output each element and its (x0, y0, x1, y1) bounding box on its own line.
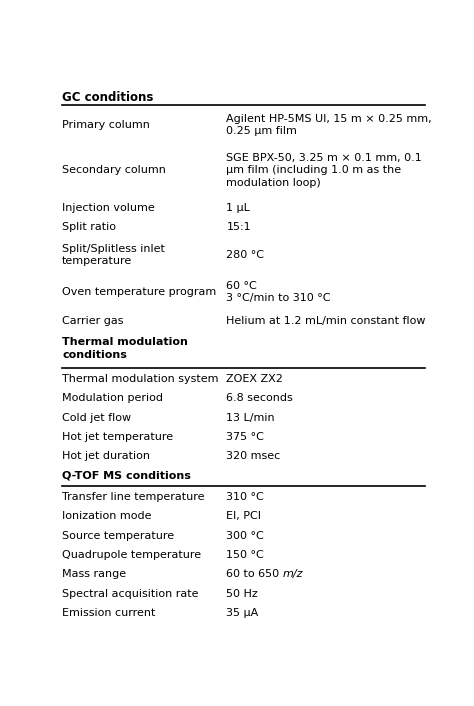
Text: Oven temperature program: Oven temperature program (62, 287, 217, 297)
Text: Ionization mode: Ionization mode (62, 511, 152, 521)
Text: Source temperature: Source temperature (62, 531, 174, 541)
Text: Emission current: Emission current (62, 608, 155, 618)
Text: Agilent HP-5MS UI, 15 m × 0.25 mm,
0.25 μm film: Agilent HP-5MS UI, 15 m × 0.25 mm, 0.25 … (227, 114, 432, 136)
Text: Hot jet temperature: Hot jet temperature (62, 432, 173, 442)
Text: 1 μL: 1 μL (227, 203, 250, 213)
Text: Quadrupole temperature: Quadrupole temperature (62, 550, 201, 560)
Text: Hot jet duration: Hot jet duration (62, 451, 150, 461)
Text: 60 to 650: 60 to 650 (227, 569, 283, 579)
Text: 60 °C
3 °C/min to 310 °C: 60 °C 3 °C/min to 310 °C (227, 281, 331, 304)
Text: 35 μA: 35 μA (227, 608, 259, 618)
Text: 310 °C: 310 °C (227, 492, 264, 502)
Text: Injection volume: Injection volume (62, 203, 155, 213)
Text: Transfer line temperature: Transfer line temperature (62, 492, 205, 502)
Text: Thermal modulation
conditions: Thermal modulation conditions (62, 337, 188, 360)
Text: 320 msec: 320 msec (227, 451, 281, 461)
Text: 15:1: 15:1 (227, 222, 251, 232)
Text: Carrier gas: Carrier gas (62, 316, 124, 325)
Text: Thermal modulation system: Thermal modulation system (62, 374, 219, 384)
Text: ZOEX ZX2: ZOEX ZX2 (227, 374, 283, 384)
Text: Modulation period: Modulation period (62, 393, 163, 403)
Text: Helium at 1.2 mL/min constant flow: Helium at 1.2 mL/min constant flow (227, 316, 426, 325)
Text: EI, PCI: EI, PCI (227, 511, 261, 521)
Text: Cold jet flow: Cold jet flow (62, 413, 131, 423)
Text: GC conditions: GC conditions (62, 90, 154, 104)
Text: Q-TOF MS conditions: Q-TOF MS conditions (62, 471, 191, 481)
Text: Primary column: Primary column (62, 120, 150, 130)
Text: 150 °C: 150 °C (227, 550, 264, 560)
Text: Split ratio: Split ratio (62, 222, 116, 232)
Text: 6.8 seconds: 6.8 seconds (227, 393, 293, 403)
Text: Mass range: Mass range (62, 569, 126, 579)
Text: 13 L/min: 13 L/min (227, 413, 275, 423)
Text: Split/Splitless inlet
temperature: Split/Splitless inlet temperature (62, 244, 165, 266)
Text: 300 °C: 300 °C (227, 531, 264, 541)
Text: SGE BPX-50, 3.25 m × 0.1 mm, 0.1
μm film (including 1.0 m as the
modulation loop: SGE BPX-50, 3.25 m × 0.1 mm, 0.1 μm film… (227, 153, 422, 188)
Text: 50 Hz: 50 Hz (227, 589, 258, 599)
Text: 280 °C: 280 °C (227, 250, 264, 261)
Text: 375 °C: 375 °C (227, 432, 264, 442)
Text: Secondary column: Secondary column (62, 165, 166, 175)
Text: m/z: m/z (283, 569, 303, 579)
Text: Spectral acquisition rate: Spectral acquisition rate (62, 589, 199, 599)
